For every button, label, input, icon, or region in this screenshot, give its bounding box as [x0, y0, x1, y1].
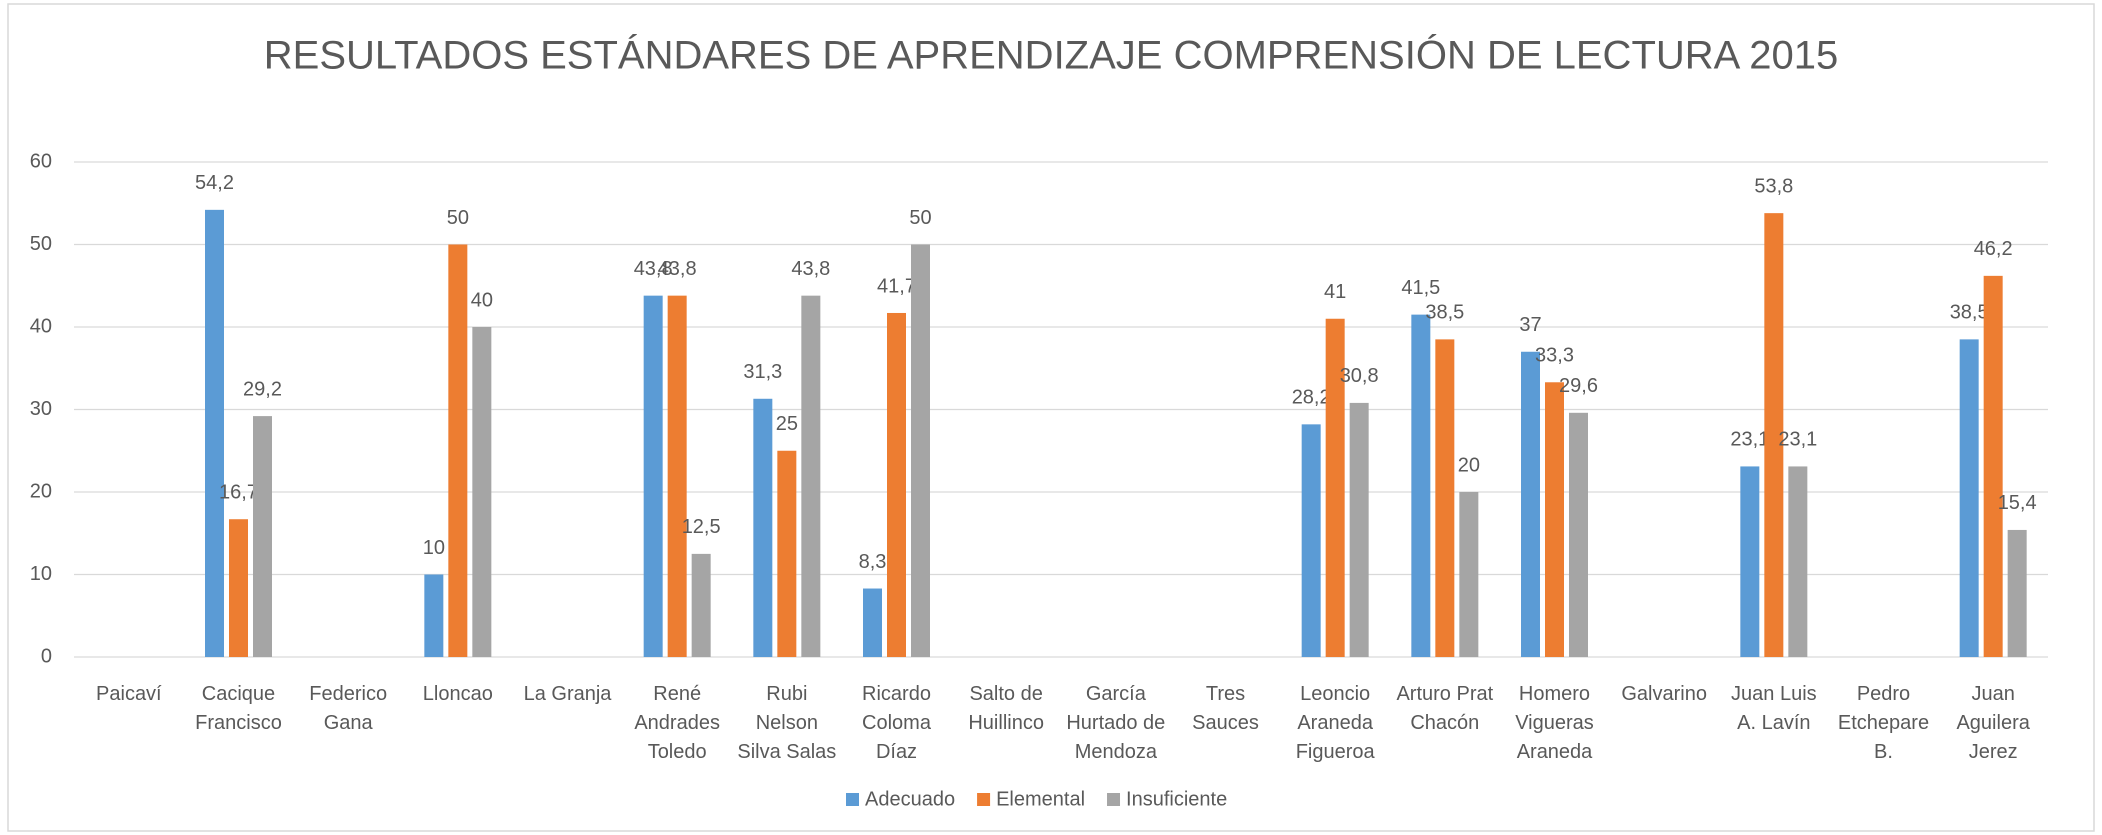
- data-label: 23,1: [1778, 429, 1817, 451]
- data-label: 20: [1458, 454, 1480, 476]
- bar: [753, 398, 773, 657]
- data-label: 41,7: [877, 275, 916, 297]
- bar: [448, 244, 468, 657]
- bar: [1569, 412, 1588, 657]
- bar: [205, 209, 224, 657]
- bar: [1983, 275, 2003, 657]
- x-tick-label: René Andrades Toledo: [634, 683, 720, 763]
- bar: [1545, 382, 1564, 657]
- bar: [863, 588, 882, 657]
- data-label: 46,2: [1974, 238, 2013, 260]
- bar: [887, 312, 906, 657]
- y-tick-label: 20: [30, 480, 52, 502]
- data-label: 43,8: [791, 258, 830, 280]
- bar: [667, 295, 687, 657]
- data-label: 40: [471, 289, 493, 311]
- chart-title: RESULTADOS ESTÁNDARES DE APRENDIZAJE COM…: [264, 33, 1838, 78]
- bar: [1521, 351, 1540, 657]
- x-tick-label: Juan Luis A. Lavín: [1731, 683, 1817, 734]
- data-label: 16,7: [219, 482, 258, 504]
- data-label: 50: [909, 207, 931, 229]
- x-tick-label: Salto de Huillinco: [968, 683, 1044, 734]
- y-tick-label: 0: [41, 645, 52, 667]
- bar: [691, 553, 711, 657]
- data-label: 29,6: [1559, 375, 1598, 397]
- bar: [424, 574, 444, 657]
- data-label: 43,8: [658, 258, 697, 280]
- x-tick-label: Arturo Prat Chacón: [1396, 683, 1493, 734]
- x-tick-label: Ricardo Coloma Díaz: [862, 683, 932, 763]
- y-tick-label: 40: [30, 315, 52, 337]
- data-label: 38,5: [1425, 302, 1464, 324]
- bar: [2007, 529, 2027, 657]
- bar: [777, 450, 797, 657]
- bar: [1740, 466, 1760, 657]
- x-tick-label: Rubi Nelson Silva Salas: [737, 683, 836, 763]
- legend-label: Adecuado: [865, 788, 955, 810]
- x-tick-label: Cacique Francisco: [195, 683, 282, 734]
- bar: [1459, 492, 1479, 657]
- chart-frame: [7, 3, 2095, 832]
- data-label: 10: [423, 537, 445, 559]
- data-label: 33,3: [1535, 345, 1574, 367]
- bar: [1435, 339, 1455, 657]
- x-tick-label: Paicaví: [96, 683, 162, 705]
- data-label: 54,2: [195, 172, 234, 194]
- legend-label: Insuficiente: [1126, 788, 1227, 810]
- y-tick-label: 10: [30, 563, 52, 585]
- bar: [1788, 466, 1808, 657]
- bar: [1411, 314, 1431, 657]
- x-tick-label: Tres Sauces: [1192, 683, 1259, 734]
- data-label: 43,8: [634, 258, 673, 280]
- data-label: 12,5: [682, 516, 721, 538]
- data-label: 15,4: [1998, 492, 2037, 514]
- data-label: 31,3: [743, 361, 782, 383]
- legend-swatch: [977, 793, 991, 806]
- bar: [643, 295, 663, 657]
- bar: [1764, 213, 1784, 657]
- data-label: 50: [447, 207, 469, 229]
- bar: [253, 416, 272, 657]
- data-label: 29,2: [243, 378, 282, 400]
- x-tick-label: Leoncio Araneda Figueroa: [1296, 683, 1376, 763]
- x-tick-label: Federico Gana: [309, 683, 387, 734]
- bar: [1325, 318, 1345, 657]
- bar: [911, 244, 930, 657]
- data-label: 25: [776, 413, 798, 435]
- bar: [472, 327, 492, 657]
- bar: [1959, 339, 1979, 657]
- legend-swatch: [846, 793, 859, 806]
- x-tick-label: García Hurtado de Mendoza: [1066, 683, 1165, 763]
- bar: [801, 295, 821, 657]
- bar: [229, 519, 248, 657]
- data-label: 23,1: [1730, 429, 1769, 451]
- data-label: 53,8: [1754, 175, 1793, 197]
- data-label: 41,5: [1401, 277, 1440, 299]
- x-tick-label: Lloncao: [423, 683, 493, 705]
- x-tick-label: Homero Vigueras Araneda: [1515, 683, 1594, 763]
- data-label: 37: [1519, 314, 1541, 336]
- x-tick-label: La Granja: [524, 683, 613, 705]
- data-label: 41: [1324, 281, 1346, 303]
- bar: [1301, 424, 1321, 657]
- y-tick-label: 50: [30, 233, 52, 255]
- data-label: 38,5: [1950, 302, 1989, 324]
- data-label: 8,3: [859, 551, 887, 573]
- x-tick-label: Pedro Etchepare B.: [1838, 683, 1929, 763]
- x-tick-label: Juan Aguilera Jerez: [1956, 683, 2030, 763]
- x-tick-label: Galvarino: [1621, 683, 1707, 705]
- legend-label: Elemental: [996, 788, 1085, 810]
- legend-swatch: [1107, 793, 1121, 806]
- data-label: 28,2: [1292, 387, 1331, 409]
- bar: [1349, 402, 1369, 657]
- data-label: 30,8: [1340, 365, 1379, 387]
- y-tick-label: 60: [30, 150, 52, 172]
- y-tick-label: 30: [30, 398, 52, 420]
